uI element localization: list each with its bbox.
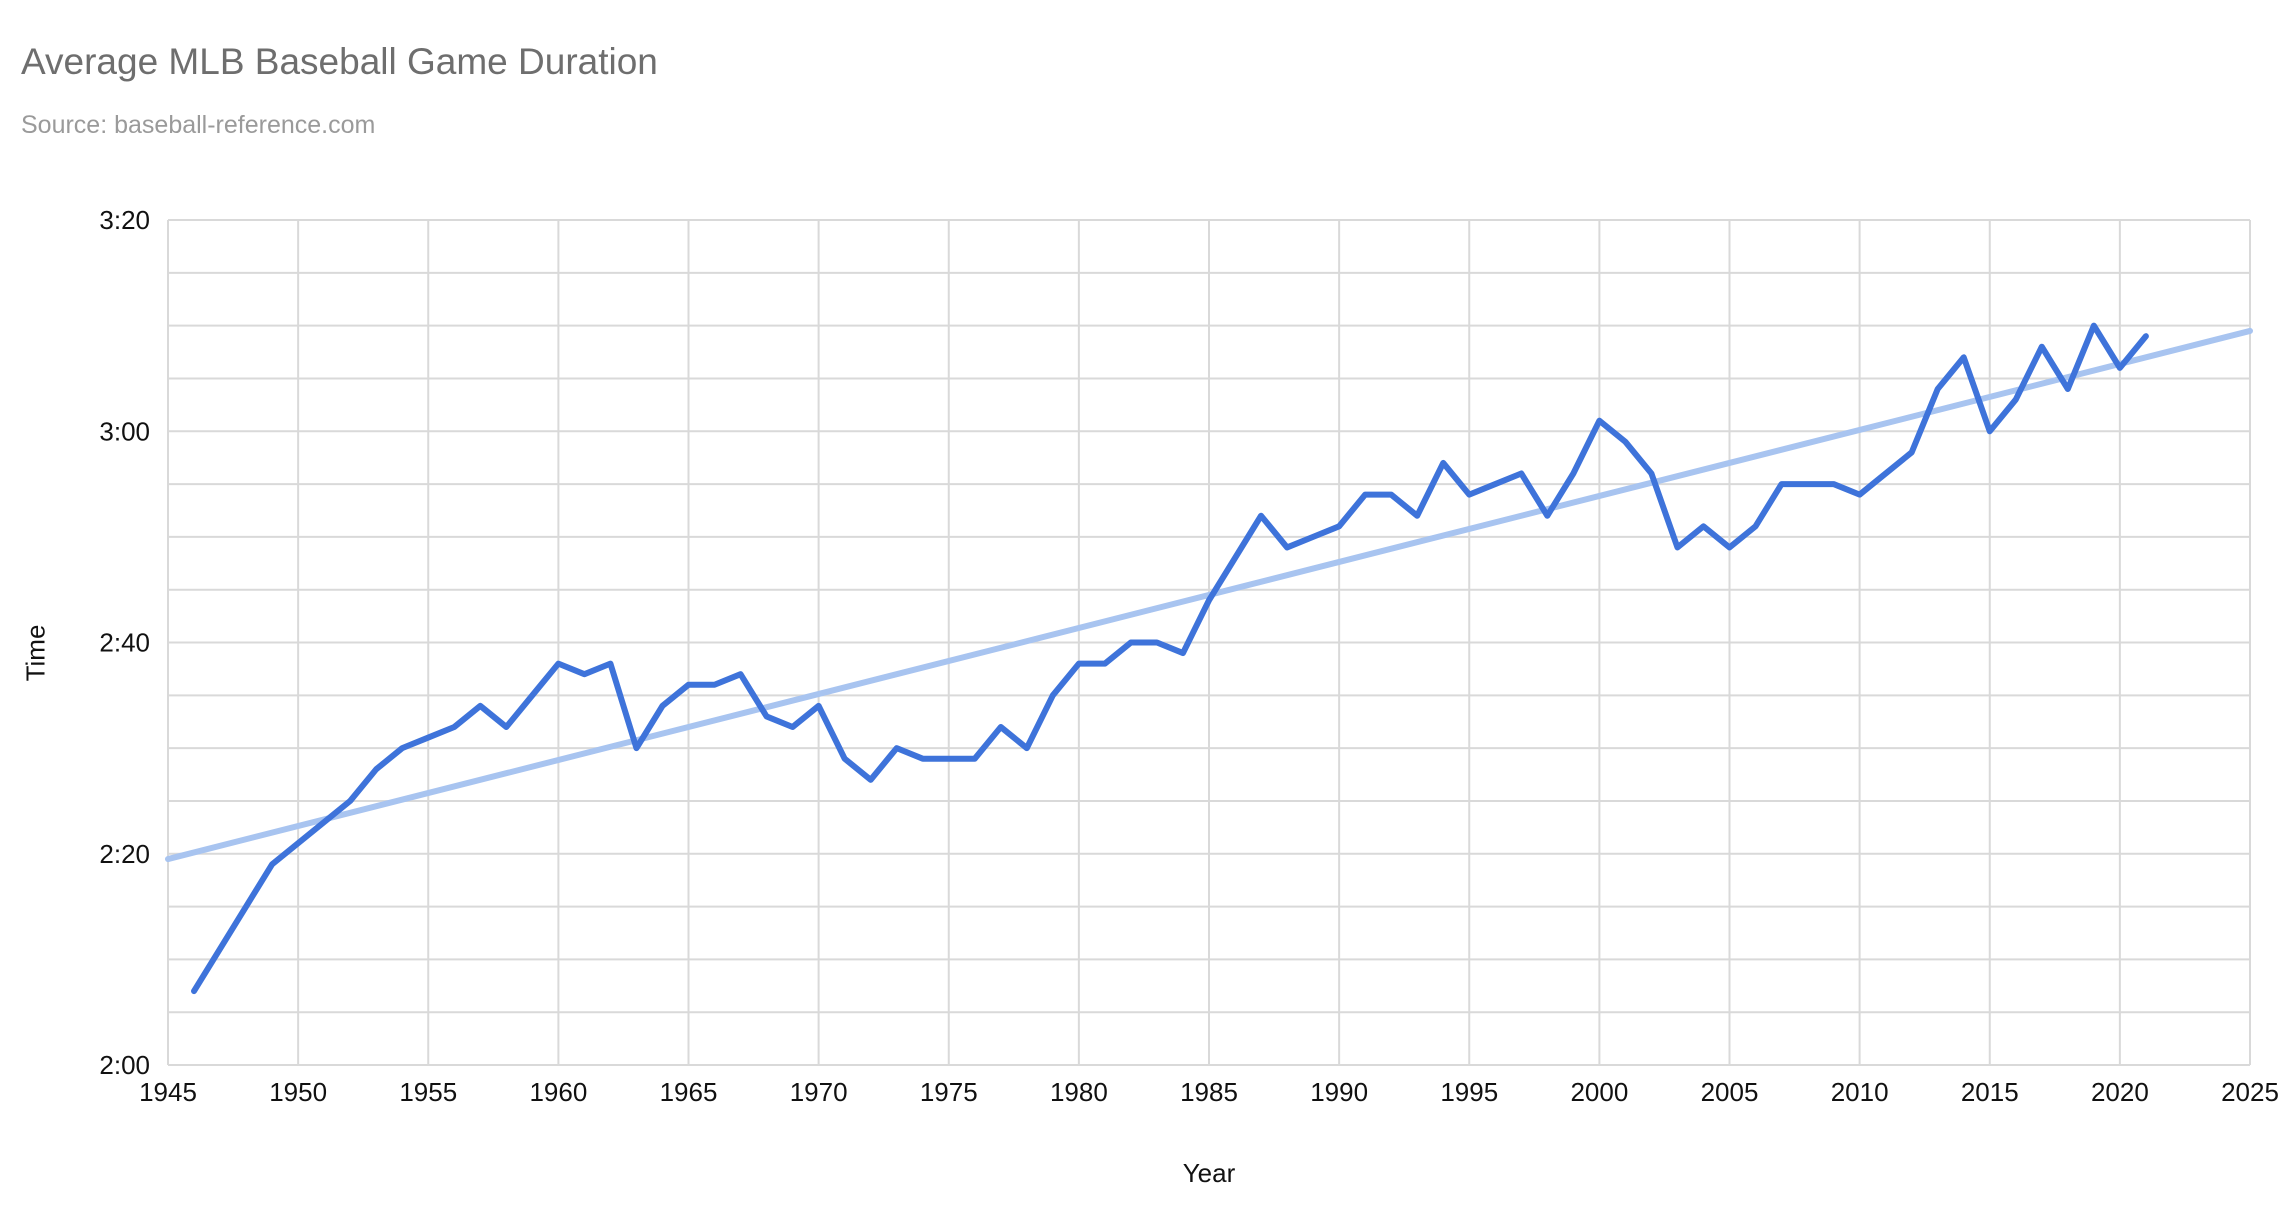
x-tick-label: 1965 (660, 1077, 718, 1107)
x-tick-label: 2015 (1961, 1077, 2019, 1107)
y-tick-label: 2:20 (99, 839, 150, 869)
x-tick-label: 2020 (2091, 1077, 2149, 1107)
x-tick-label: 1950 (269, 1077, 327, 1107)
x-axis-title: Year (1182, 1158, 1236, 1188)
x-tick-label: 1995 (1440, 1077, 1498, 1107)
x-tick-label: 1985 (1180, 1077, 1238, 1107)
chart-title: Average MLB Baseball Game Duration (21, 41, 658, 82)
x-tick-label: 1955 (399, 1077, 457, 1107)
x-tick-label: 2005 (1701, 1077, 1759, 1107)
y-tick-label: 3:00 (99, 416, 150, 446)
x-tick-label: 1975 (920, 1077, 978, 1107)
x-tick-label: 1960 (529, 1077, 587, 1107)
x-tick-label: 2010 (1831, 1077, 1889, 1107)
x-tick-label: 1990 (1310, 1077, 1368, 1107)
x-tick-label: 2025 (2221, 1077, 2279, 1107)
y-tick-label: 2:40 (99, 628, 150, 658)
x-tick-label: 1945 (139, 1077, 197, 1107)
y-tick-label: 3:20 (99, 205, 150, 235)
x-tick-label: 2000 (1570, 1077, 1628, 1107)
chart-subtitle: Source: baseball-reference.com (21, 111, 376, 139)
x-tick-label: 1980 (1050, 1077, 1108, 1107)
x-tick-label: 1970 (790, 1077, 848, 1107)
data-series-line (191, 322, 2149, 995)
y-tick-label: 2:00 (99, 1050, 150, 1080)
y-axis-title: Time (20, 624, 51, 682)
